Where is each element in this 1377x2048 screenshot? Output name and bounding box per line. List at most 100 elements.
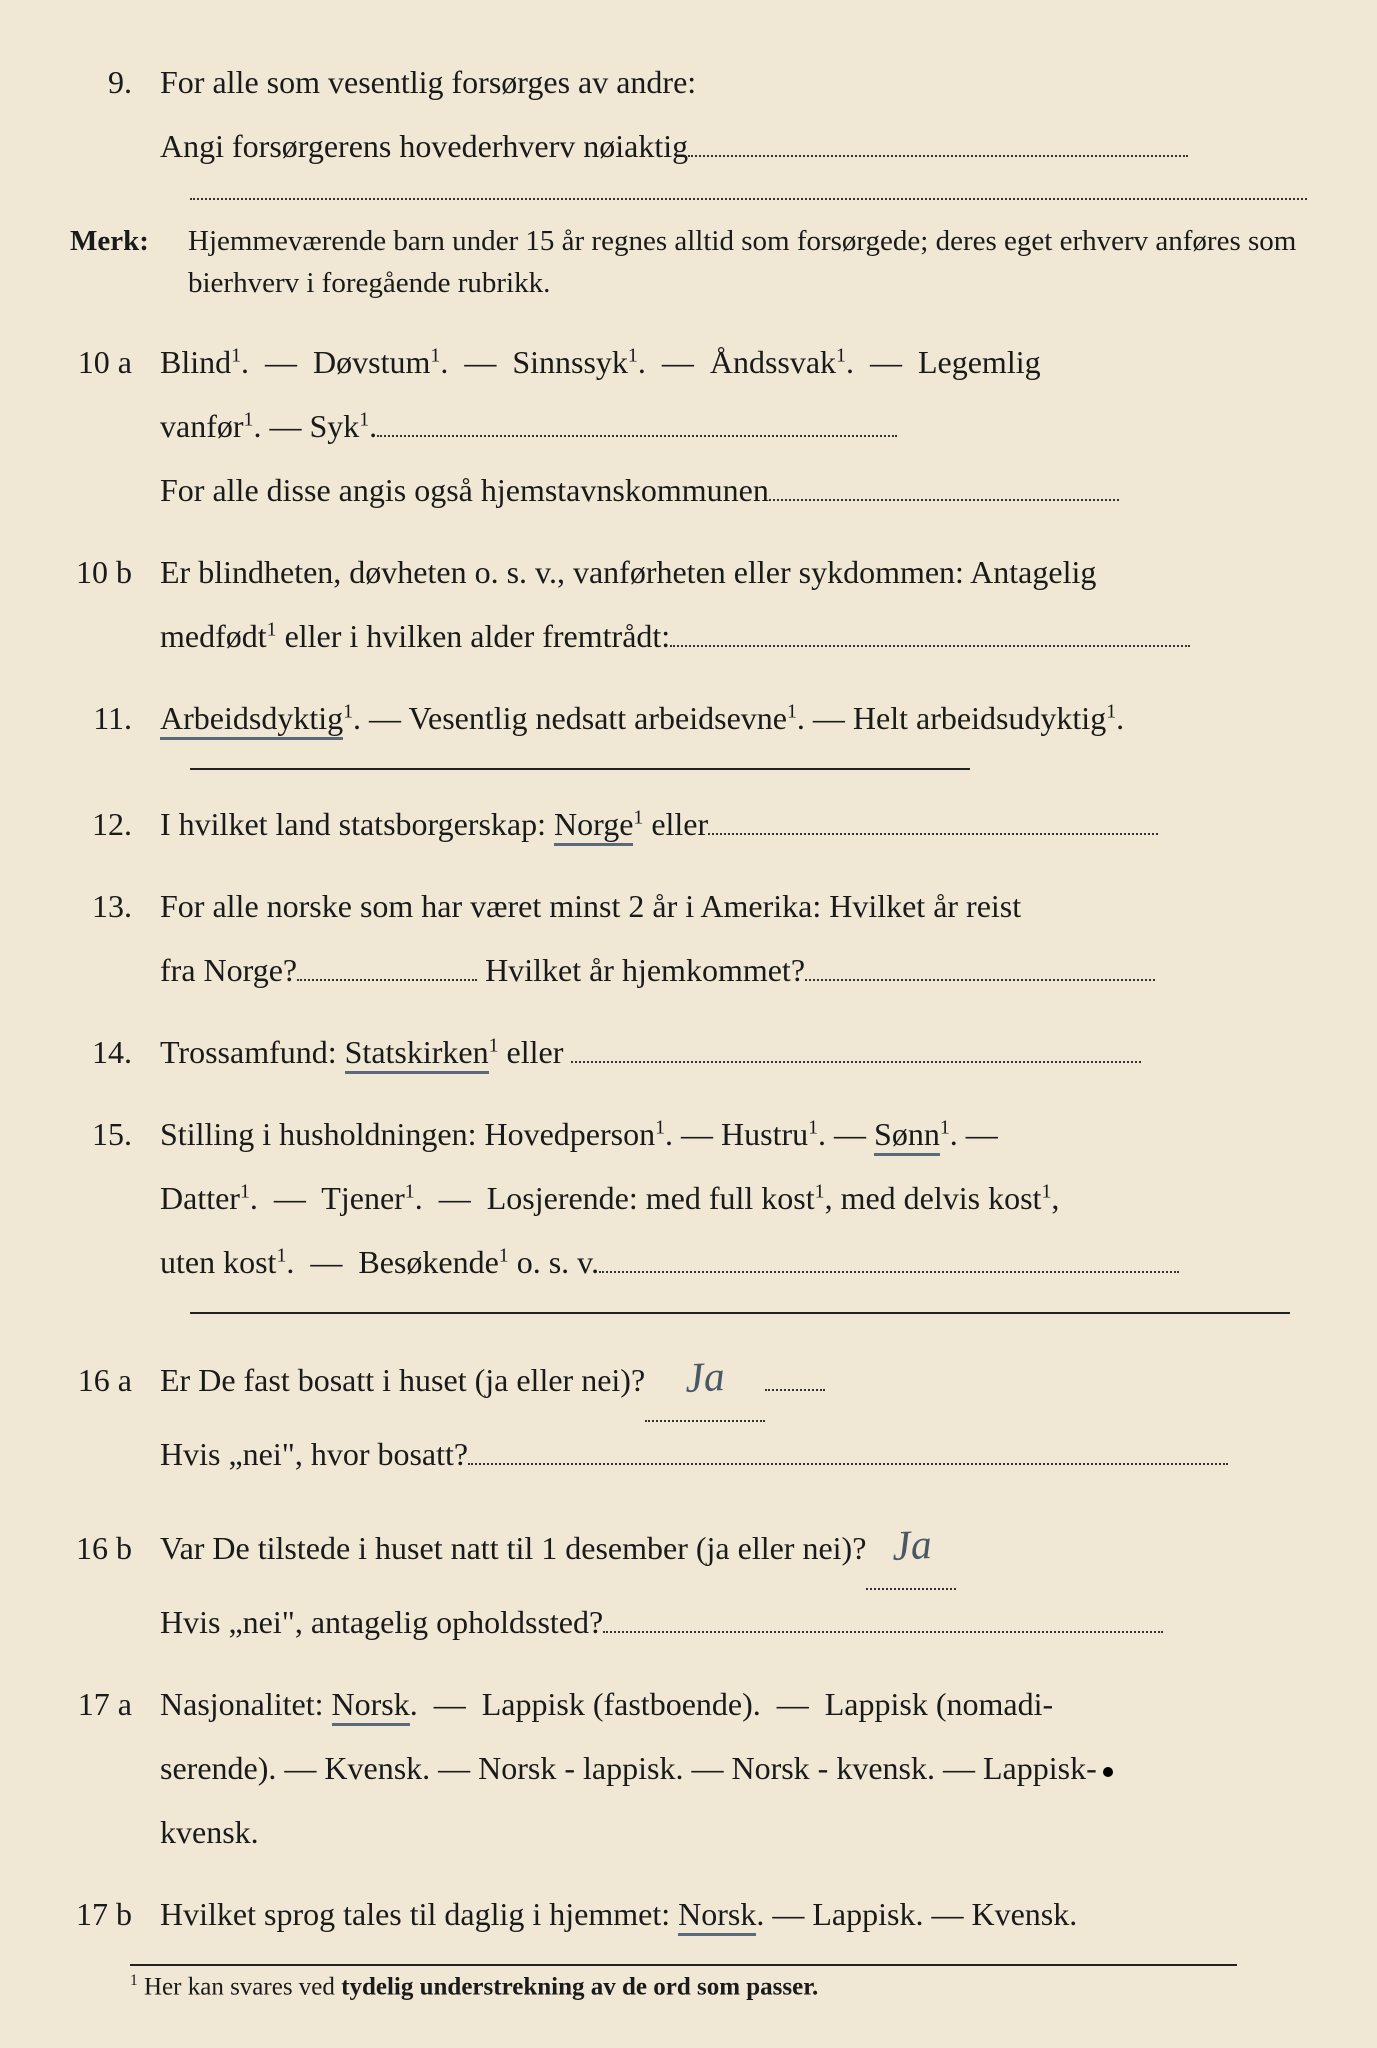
q17a-rest2: Lappisk (nomadi- xyxy=(825,1686,1053,1722)
q17a-line2: serende). — Kvensk. — Norsk - lappisk. —… xyxy=(160,1750,1097,1786)
divider-11 xyxy=(190,768,970,770)
q12-number: 12. xyxy=(70,796,160,854)
question-12: 12. I hvilket land statsborgerskap: Norg… xyxy=(70,792,1307,856)
q16a-trail xyxy=(765,1389,825,1391)
footnote-text2: tydelig understrekning av de ord som pas… xyxy=(341,1973,818,2000)
q16b-line2: Hvis „nei", antagelig opholdssted? xyxy=(160,1604,603,1640)
q15-a: Stilling i husholdningen: Hovedperson xyxy=(160,1116,655,1152)
q16a-answer: Ja xyxy=(679,1335,731,1421)
q16a-line1: Er De fast bosatt i huset (ja eller nei)… xyxy=(160,1362,645,1398)
q15-besok: Besøkende xyxy=(358,1244,498,1280)
q10a-number: 10 a xyxy=(70,334,160,392)
question-17b: 17 b Hvilket sprog tales til daglig i hj… xyxy=(70,1882,1307,1946)
q13-blank1[interactable] xyxy=(297,979,477,981)
q10a-blank2[interactable] xyxy=(769,499,1119,501)
q14-blank[interactable] xyxy=(571,1061,1141,1063)
ink-dot xyxy=(1103,1767,1113,1777)
q17a-a: Nasjonalitet: xyxy=(160,1686,332,1722)
q16a-blank[interactable] xyxy=(468,1463,1228,1465)
q17a-number: 17 a xyxy=(70,1676,160,1734)
q15-losj: Losjerende: med full kost xyxy=(487,1180,815,1216)
question-10a: 10 a Blind1. — Døvstum1. — Sinnssyk1. — … xyxy=(70,330,1307,522)
q13-number: 13. xyxy=(70,878,160,936)
q10b-number: 10 b xyxy=(70,544,160,602)
question-16a: 16 a Er De fast bosatt i huset (ja eller… xyxy=(70,1336,1307,1486)
q16b-blank[interactable] xyxy=(603,1631,1163,1633)
q10b-content: Er blindheten, døvheten o. s. v., vanfør… xyxy=(160,540,1307,668)
question-14: 14. Trossamfund: Statskirken1 eller xyxy=(70,1020,1307,1084)
q10b-line1: Er blindheten, døvheten o. s. v., vanfør… xyxy=(160,554,1096,590)
q13-fra: fra Norge? xyxy=(160,952,297,988)
q10a-andssvak: Åndssvak xyxy=(710,344,836,380)
q13-blank2[interactable] xyxy=(805,979,1155,981)
q11-content: Arbeidsdyktig1. — Vesentlig nedsatt arbe… xyxy=(160,686,1307,750)
divider-15 xyxy=(190,1312,1290,1314)
footnote: 1 Her kan svares ved tydelig understrekn… xyxy=(70,1972,1307,2001)
q12-text: I hvilket land statsborgerskap: xyxy=(160,806,554,842)
q15-hustru: Hustru xyxy=(721,1116,808,1152)
q17b-number: 17 b xyxy=(70,1886,160,1944)
q12-content: I hvilket land statsborgerskap: Norge1 e… xyxy=(160,792,1307,856)
q17b-a: Hvilket sprog tales til daglig i hjemmet… xyxy=(160,1896,678,1932)
q15-osv: o. s. v. xyxy=(509,1244,599,1280)
q16a-answer-field[interactable]: Ja xyxy=(645,1336,765,1422)
q17a-line3: kvensk. xyxy=(160,1814,259,1850)
q15-blank[interactable] xyxy=(599,1271,1179,1273)
q14-content: Trossamfund: Statskirken1 eller xyxy=(160,1020,1307,1084)
question-10b: 10 b Er blindheten, døvheten o. s. v., v… xyxy=(70,540,1307,668)
q17a-content: Nasjonalitet: Norsk. — Lappisk (fastboen… xyxy=(160,1672,1307,1864)
q15-content: Stilling i husholdningen: Hovedperson1. … xyxy=(160,1102,1307,1294)
merk-text: Hjemmeværende barn under 15 år regnes al… xyxy=(188,220,1307,304)
q9-line2: Angi forsørgerens hovederhverv nøiaktig xyxy=(160,128,688,164)
q16b-content: Var De tilstede i huset natt til 1 desem… xyxy=(160,1504,1307,1654)
q16b-answer: Ja xyxy=(885,1503,937,1589)
q16a-number: 16 a xyxy=(70,1352,160,1410)
q9-blank[interactable] xyxy=(688,155,1188,157)
q17b-rest: — Lappisk. — Kvensk. xyxy=(764,1896,1077,1932)
q10b-eller: eller i hvilken alder fremtrådt: xyxy=(277,618,671,654)
q14-a: Trossamfund: xyxy=(160,1034,345,1070)
q15-datter: Datter xyxy=(160,1180,240,1216)
q10a-content: Blind1. — Døvstum1. — Sinnssyk1. — Åndss… xyxy=(160,330,1307,522)
question-13: 13. For alle norske som har været minst … xyxy=(70,874,1307,1002)
q9-continuation-line[interactable] xyxy=(190,198,1307,200)
q10a-vanfor: vanfør xyxy=(160,408,244,444)
q10b-medfodt: medfødt xyxy=(160,618,267,654)
q13-hjem: Hvilket år hjemkommet? xyxy=(485,952,805,988)
q17a-norsk: Norsk xyxy=(332,1686,410,1726)
q15-tjener: Tjener xyxy=(321,1180,405,1216)
q17b-content: Hvilket sprog tales til daglig i hjemmet… xyxy=(160,1882,1307,1946)
q10a-sinnssyk: Sinnssyk xyxy=(512,344,628,380)
question-11: 11. Arbeidsdyktig1. — Vesentlig nedsatt … xyxy=(70,686,1307,750)
q9-content: For alle som vesentlig forsørges av andr… xyxy=(160,50,1307,178)
footnote-text1: Her kan svares ved xyxy=(138,1973,341,2000)
question-15: 15. Stilling i husholdningen: Hovedperso… xyxy=(70,1102,1307,1294)
footnote-divider xyxy=(130,1964,1237,1966)
q14-number: 14. xyxy=(70,1024,160,1082)
question-16b: 16 b Var De tilstede i huset natt til 1 … xyxy=(70,1504,1307,1654)
q9-number: 9. xyxy=(70,54,160,112)
q9-line1: For alle som vesentlig forsørges av andr… xyxy=(160,64,696,100)
q16b-answer-field[interactable]: Ja xyxy=(866,1504,956,1590)
q12-eller: eller xyxy=(651,806,708,842)
merk-label: Merk: xyxy=(70,220,188,262)
q11-udyktig: Helt arbeidsudyktig xyxy=(853,700,1106,736)
q15-sonn: Sønn xyxy=(874,1116,940,1156)
q15-uten: uten kost xyxy=(160,1244,276,1280)
question-9: 9. For alle som vesentlig forsørges av a… xyxy=(70,50,1307,178)
q15-delvis: , med delvis kost xyxy=(825,1180,1042,1216)
q10a-blank[interactable] xyxy=(377,435,897,437)
q10a-blind: Blind xyxy=(160,344,231,380)
q10a-line3: For alle disse angis også hjemstavnskomm… xyxy=(160,472,769,508)
q17b-norsk: Norsk xyxy=(678,1896,756,1936)
q15-number: 15. xyxy=(70,1106,160,1164)
q10a-legemlig: Legemlig xyxy=(918,344,1041,380)
q12-blank[interactable] xyxy=(708,833,1158,835)
q14-eller: eller xyxy=(499,1034,572,1070)
q11-nedsatt: Vesentlig nedsatt arbeidsevne xyxy=(408,700,787,736)
footnote-num: 1 xyxy=(130,1972,138,1989)
q10b-blank[interactable] xyxy=(670,645,1190,647)
q12-norge: Norge xyxy=(554,806,633,846)
q10a-dovstum: Døvstum xyxy=(313,344,430,380)
q14-statskirken: Statskirken xyxy=(345,1034,489,1074)
